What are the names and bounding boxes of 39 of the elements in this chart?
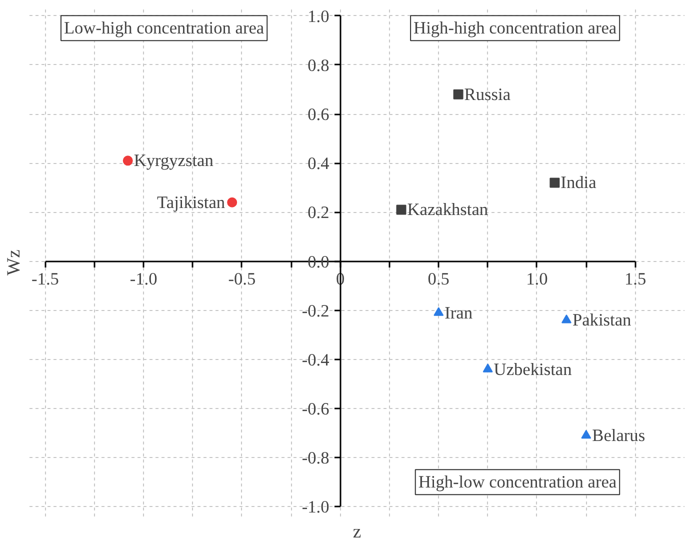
annotation: Kazakhstan [407, 200, 488, 220]
y-tick-label: 0.6 [308, 105, 330, 124]
y-tick-label: 0.2 [308, 203, 330, 222]
point [581, 430, 592, 439]
annotation: Uzbekistan [494, 360, 572, 379]
point [453, 89, 464, 100]
annotation: Tajikistan [157, 192, 226, 212]
point [434, 307, 444, 316]
y-axis-title: Wz [4, 250, 24, 276]
y-tick-label: -0.2 [302, 301, 330, 320]
annotation: Belarus [592, 426, 646, 446]
y-tick-label: -0.6 [302, 400, 330, 419]
x-tick-label: -1.0 [130, 269, 158, 288]
point [550, 178, 560, 188]
point [561, 314, 572, 324]
x-tick-label: 1.0 [526, 269, 548, 288]
point [482, 364, 493, 372]
point [396, 204, 406, 215]
annotation: High-low concentration area [418, 472, 617, 492]
annotation: Kyrgyzstan [134, 151, 214, 170]
y-tick-label: 1.0 [308, 6, 330, 26]
x-tick-label: -1.5 [32, 269, 59, 288]
x-tick-label: 1.5 [624, 269, 646, 288]
y-tick-label: 0.8 [308, 56, 330, 75]
x-axis-title: z [352, 522, 362, 542]
y-tick-label: -0.8 [302, 448, 330, 468]
y-tick-label: -1.0 [302, 498, 330, 517]
x-tick-label: 0.5 [428, 269, 450, 288]
annotation: Low-high concentration area [64, 18, 264, 38]
y-tick-label: -0.4 [302, 350, 330, 370]
y-tick-label: 0.4 [308, 154, 330, 174]
annotation: High-high concentration area [414, 18, 617, 38]
x-tick-label: -0.5 [228, 269, 256, 288]
annotation: Pakistan [572, 310, 632, 330]
annotation: India [560, 173, 597, 192]
point [122, 156, 133, 166]
point [227, 197, 238, 208]
annotation: Iran [444, 303, 473, 322]
annotation: Russia [464, 84, 511, 104]
